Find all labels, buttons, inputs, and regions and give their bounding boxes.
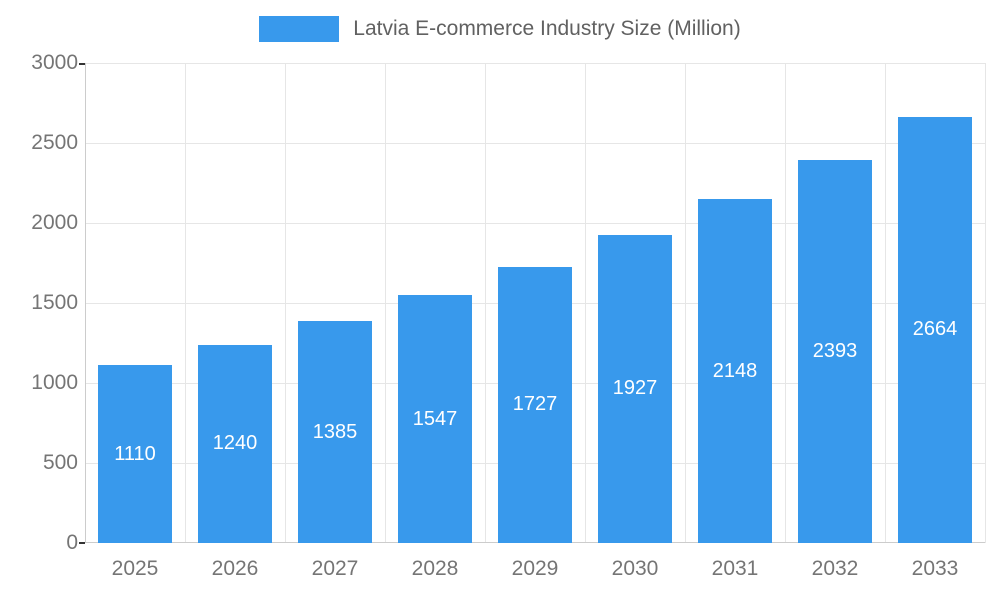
bar-value-label: 1240 (212, 432, 258, 455)
bar-value-label: 1927 (612, 377, 658, 400)
x-tick-label-2029: 2029 (511, 557, 559, 580)
x-tick-label-2031: 2031 (711, 557, 759, 580)
x-tick-label-2032: 2032 (811, 557, 859, 580)
gridline-vertical (885, 63, 886, 543)
x-tick-label-2027: 2027 (311, 557, 359, 580)
bar-value-label: 1727 (512, 393, 558, 416)
gridline-vertical (585, 63, 586, 543)
bar-2033: 2664 (898, 116, 972, 543)
gridline-vertical (685, 63, 686, 543)
bar-value-label: 1110 (114, 442, 156, 465)
bar-value-label: 2393 (812, 340, 858, 363)
y-tick-label-2000: 2000 (31, 211, 78, 234)
bar-value-label: 2148 (712, 359, 758, 382)
gridline-vertical (185, 63, 186, 543)
bar-2027: 1385 (298, 321, 372, 543)
y-tick-label-500: 500 (42, 451, 78, 474)
bar-value-label: 1385 (312, 420, 358, 443)
x-tick-label-2033: 2033 (911, 557, 959, 580)
bar-2026: 1240 (198, 344, 272, 543)
bar-2031: 2148 (698, 199, 772, 543)
axis-end-tick (79, 63, 85, 65)
chart-title: Latvia E-commerce Industry Size (Million… (353, 17, 741, 40)
x-tick-label-2030: 2030 (611, 557, 659, 580)
gridline-vertical (985, 63, 986, 543)
y-tick-label-2500: 2500 (31, 131, 78, 154)
bar-2032: 2393 (798, 160, 872, 543)
axis-end-tick (79, 542, 85, 544)
gridline-horizontal (85, 143, 985, 144)
bar-2025: 1110 (98, 365, 172, 543)
gridline-vertical (485, 63, 486, 543)
bar-2028: 1547 (398, 295, 472, 543)
x-tick-label-2026: 2026 (211, 557, 259, 580)
legend-swatch (259, 16, 340, 42)
bar-value-label: 2664 (912, 318, 958, 341)
y-tick-label-3000: 3000 (31, 51, 78, 74)
x-tick-label-2028: 2028 (411, 557, 459, 580)
gridline-vertical (785, 63, 786, 543)
bar-2030: 1927 (598, 234, 672, 543)
x-tick-label-2025: 2025 (111, 557, 159, 580)
chart-legend: Latvia E-commerce Industry Size (Million… (0, 16, 1000, 42)
gridline-horizontal (85, 63, 985, 64)
y-tick-label-1000: 1000 (31, 371, 78, 394)
gridline-horizontal (85, 223, 985, 224)
gridline-vertical (385, 63, 386, 543)
bar-value-label: 1547 (412, 407, 458, 430)
plot-area: 1110 1240 1385 1547 1727 1927 2148 2393 2664 (79, 63, 986, 544)
y-tick-label-0: 0 (66, 531, 78, 554)
y-tick-label-1500: 1500 (31, 291, 78, 314)
y-axis-line (85, 63, 86, 543)
gridline-vertical (285, 63, 286, 543)
bar-2029: 1727 (498, 266, 572, 543)
